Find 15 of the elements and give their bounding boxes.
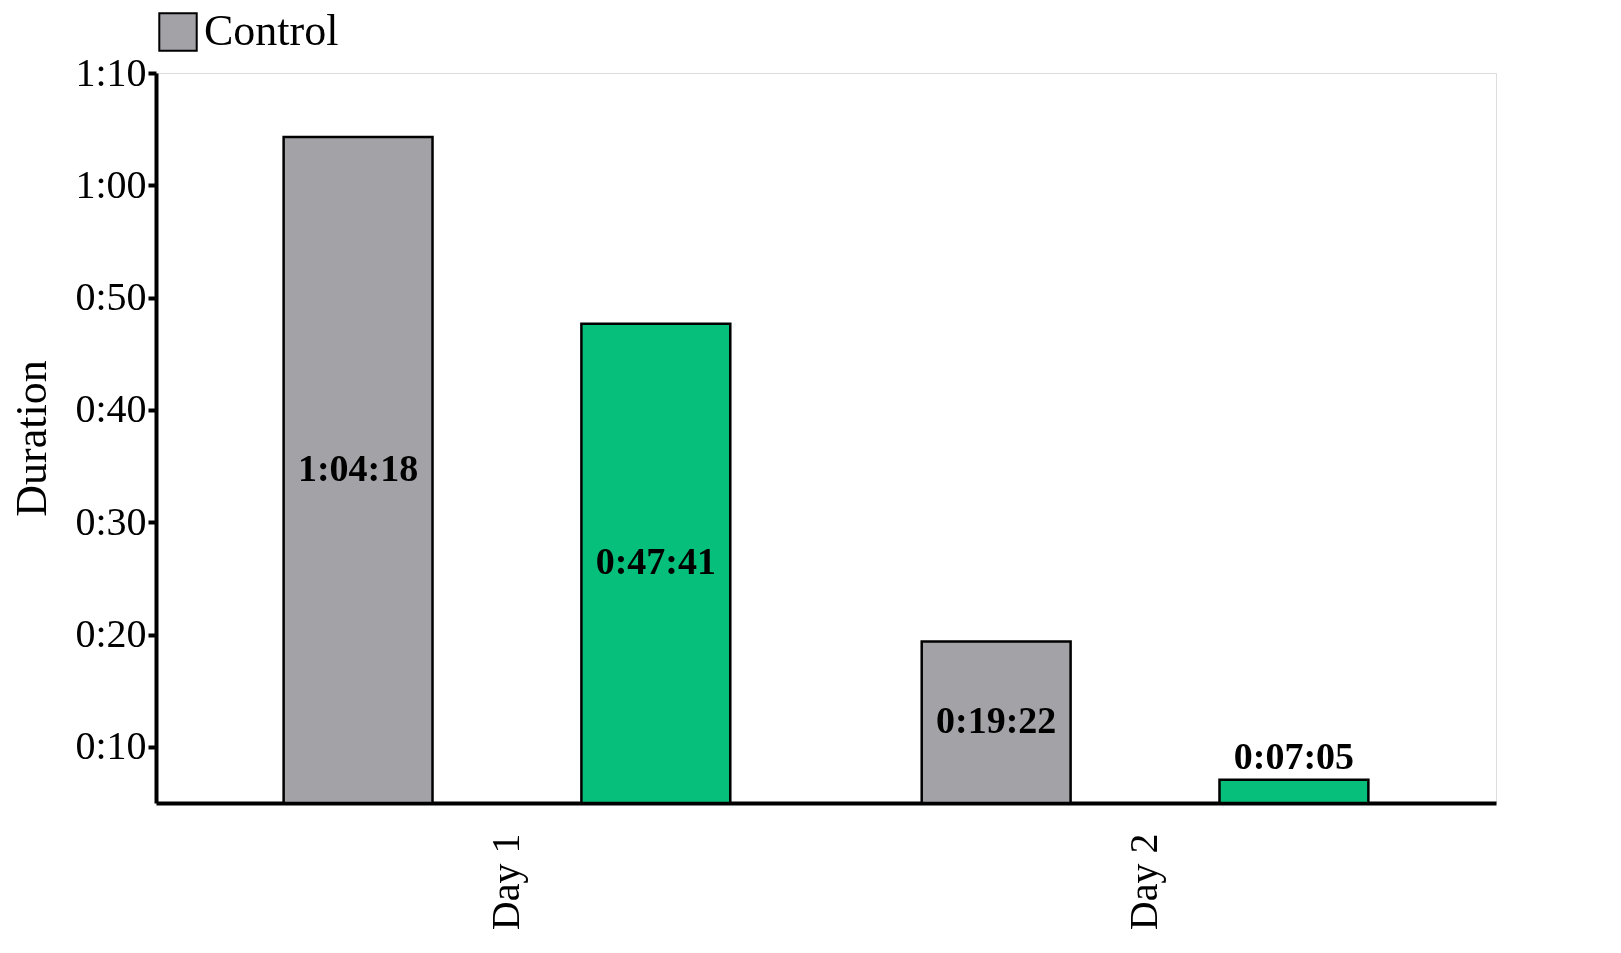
y-axis-title: Duration	[7, 360, 57, 517]
data-label: 0:19:22	[936, 699, 1057, 742]
y-tick-label: 1:10	[75, 49, 147, 95]
data-label: 0:07:05	[1233, 734, 1355, 777]
y-tick-label: 0:30	[75, 498, 147, 544]
data-label: 0:47:41	[595, 540, 716, 583]
x-tick-label: Day 1	[482, 833, 528, 931]
y-tick-label: 0:10	[75, 723, 147, 769]
y-tick-label: 1:00	[75, 161, 147, 207]
legend-label: Control	[204, 6, 339, 55]
y-tick-label: 0:20	[75, 611, 147, 657]
y-tick-label: 0:40	[75, 386, 147, 432]
data-label: 1:04:18	[297, 447, 419, 490]
y-tick-label: 0:50	[75, 274, 147, 320]
x-tick-label: Day 2	[1121, 833, 1167, 931]
